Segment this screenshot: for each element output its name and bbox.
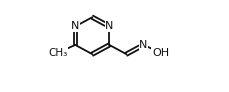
Text: N: N [139, 40, 147, 50]
Text: N: N [71, 21, 79, 31]
Text: N: N [105, 21, 113, 31]
Text: OH: OH [151, 48, 168, 58]
Text: CH₃: CH₃ [48, 48, 68, 58]
